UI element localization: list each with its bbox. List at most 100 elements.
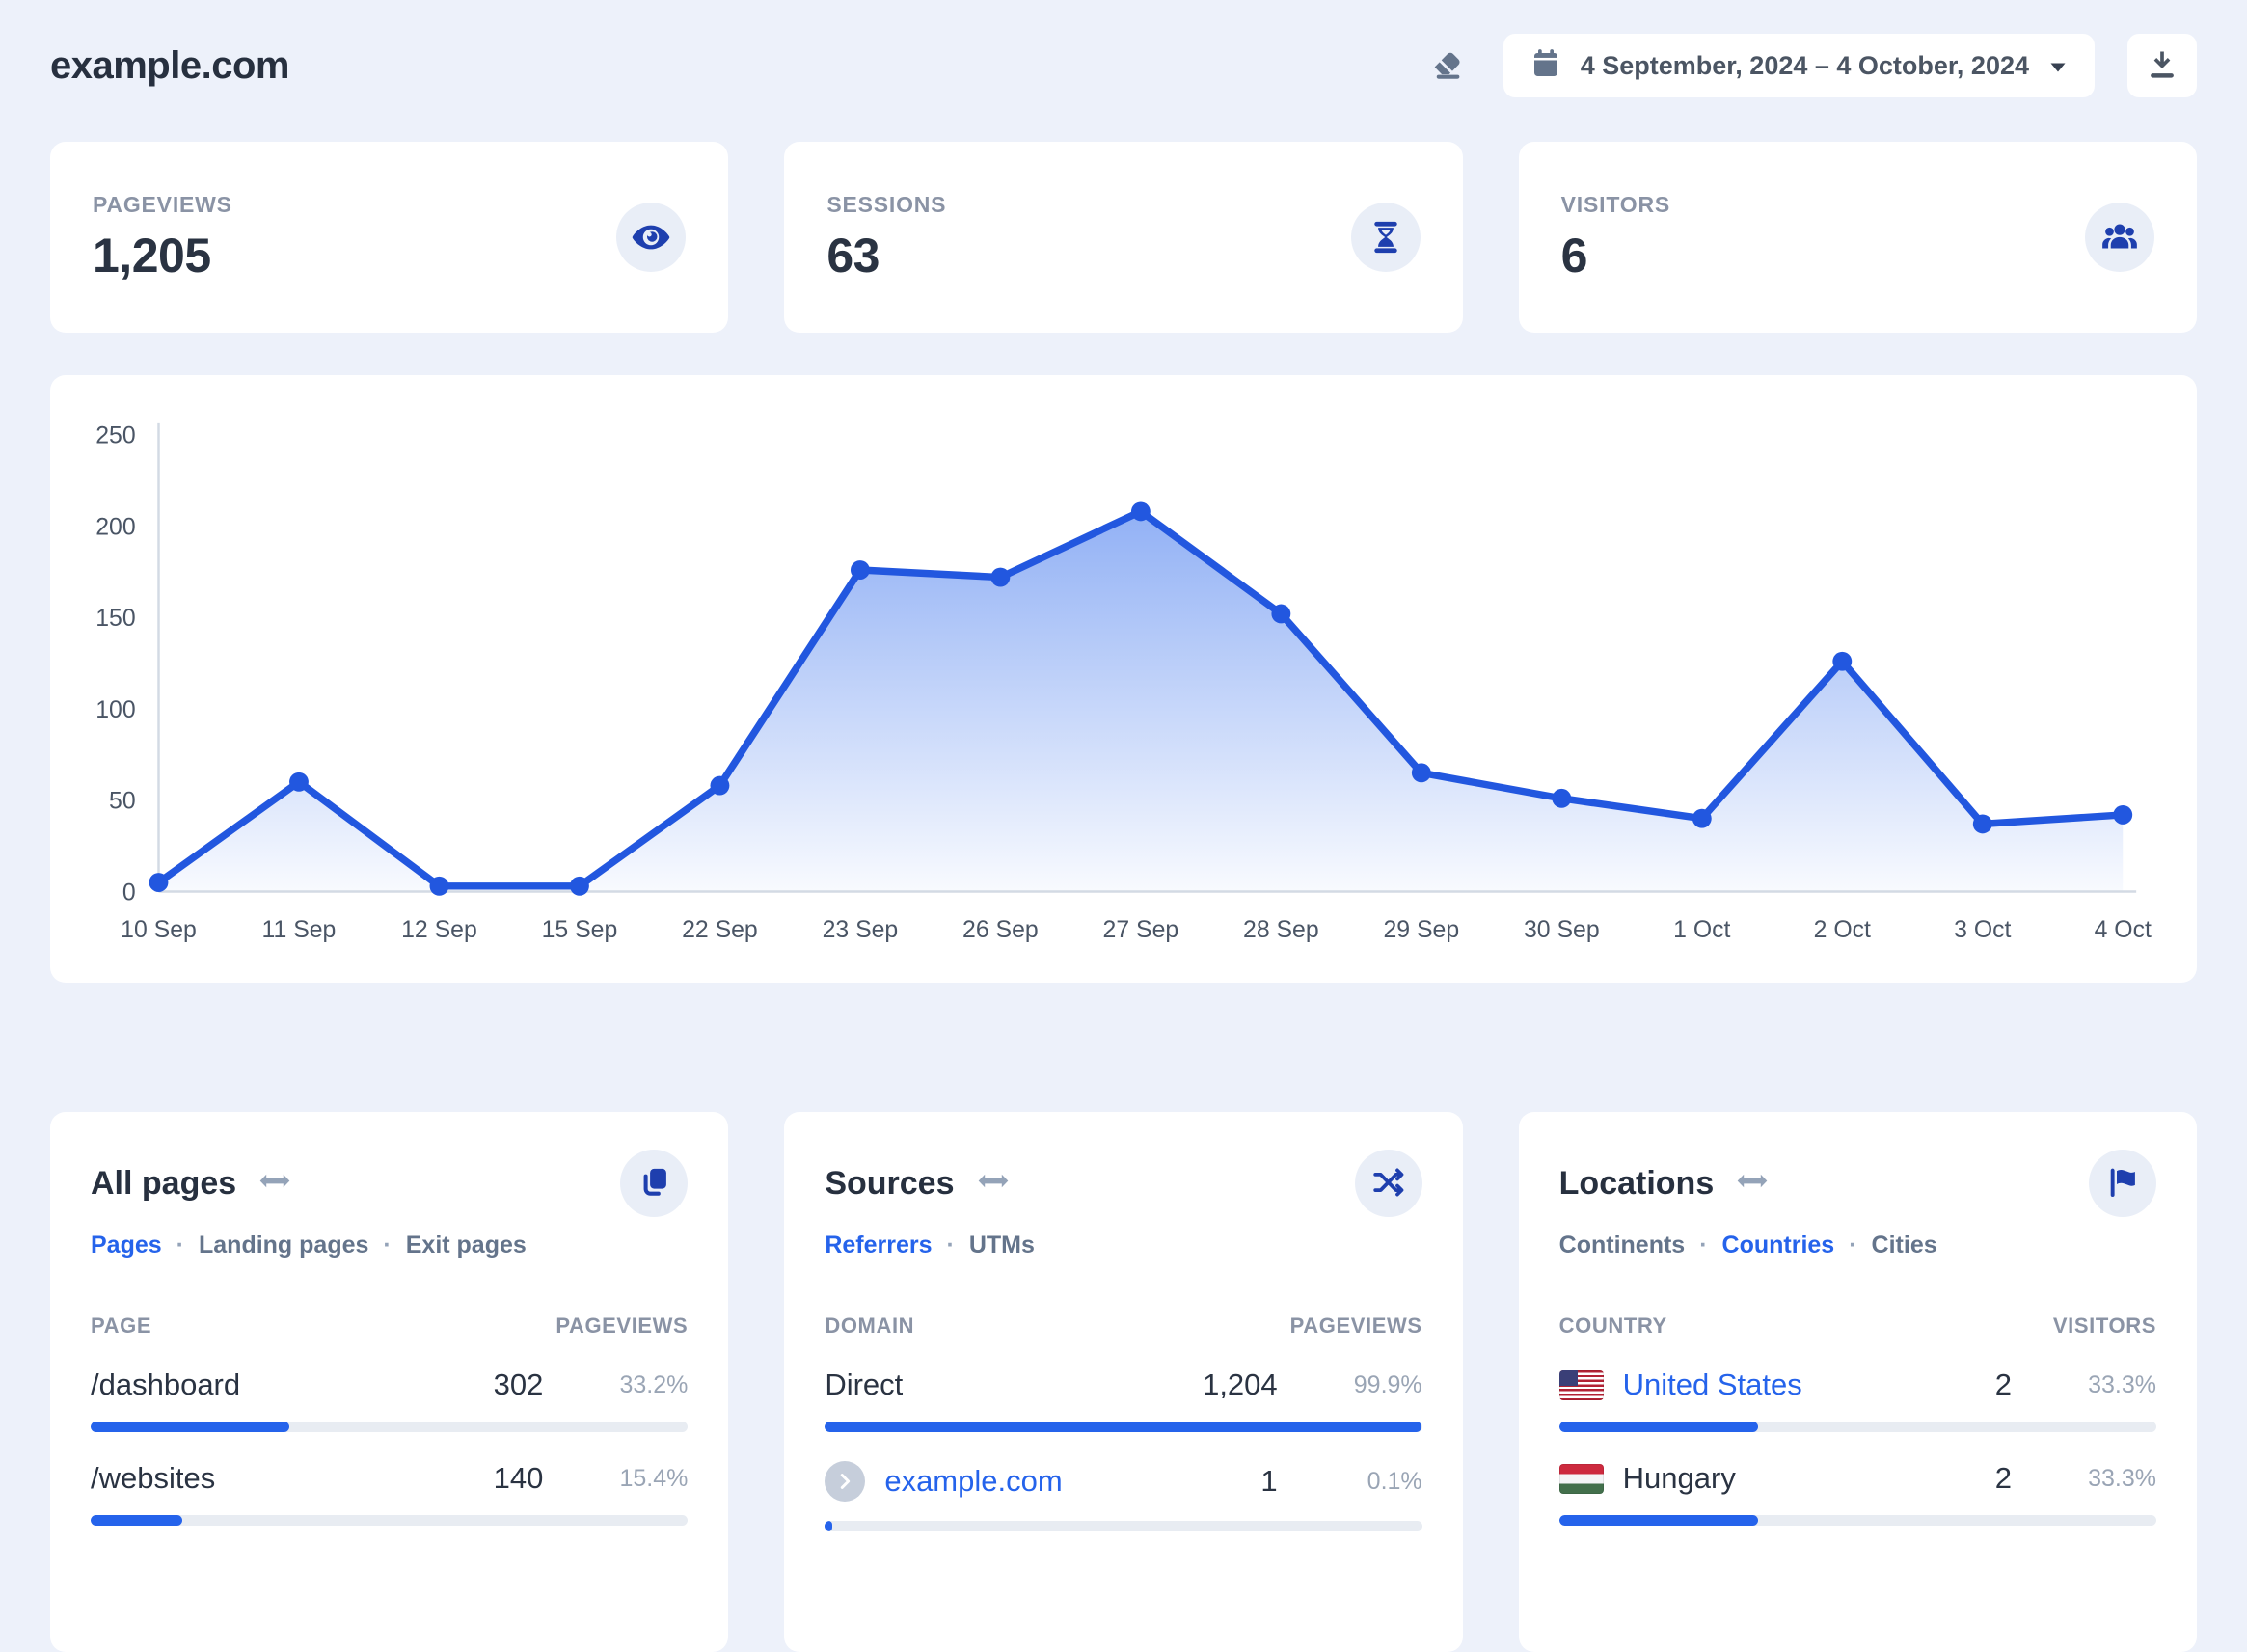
svg-text:50: 50 (109, 789, 136, 815)
svg-text:3 Oct: 3 Oct (1954, 917, 2011, 943)
table-row: United States 2 33.3% (1558, 1368, 2156, 1432)
breakdown-panels: All pages Pages Landi (50, 1112, 2197, 1652)
chevron-down-icon (2048, 51, 2068, 81)
row-line: Direct 1,204 99.9% (825, 1368, 1421, 1402)
flag-icon (2105, 1165, 2140, 1203)
panel-locations: Locations Continents (1518, 1112, 2197, 1652)
stat-label-pageviews: PAGEVIEWS (93, 191, 232, 217)
hourglass-icon (1350, 203, 1421, 272)
progress-bar-fill (91, 1422, 289, 1432)
svg-text:23 Sep: 23 Sep (823, 917, 899, 943)
panel-sources-title-wrap: Sources (825, 1165, 1008, 1203)
svg-text:1 Oct: 1 Oct (1673, 917, 1730, 943)
export-button[interactable] (2127, 34, 2197, 97)
sources-table-header: DOMAIN PAGEVIEWS (825, 1313, 1421, 1339)
progress-bar (91, 1515, 689, 1526)
topbar: example.com (50, 29, 2197, 102)
country-link-united-states[interactable]: United States (1622, 1368, 1802, 1401)
source-example-com: example.com (825, 1461, 1190, 1502)
row-label: /websites (91, 1461, 216, 1495)
row-percent: 33.2% (619, 1370, 689, 1398)
row-value: 1,204 (1203, 1368, 1278, 1401)
tab-referrers[interactable]: Referrers (825, 1232, 933, 1259)
svg-text:11 Sep: 11 Sep (262, 917, 337, 943)
page-link-websites[interactable]: /websites (91, 1461, 456, 1496)
tab-landing-pages[interactable]: Landing pages (199, 1232, 369, 1259)
progress-bar-fill (825, 1422, 1422, 1432)
table-row: Direct 1,204 99.9% (825, 1368, 1422, 1432)
left-right-arrow-icon (1737, 1172, 1768, 1195)
date-range-picker[interactable]: 4 September, 2024 – 4 October, 2024 (1503, 34, 2095, 97)
locations-col-right: VISITORS (2052, 1313, 2156, 1338)
stat-value-visitors: 6 (1560, 228, 1588, 283)
stat-label-visitors: VISITORS (1560, 191, 1670, 217)
calendar-icon (1530, 47, 1561, 85)
pages-table-header: PAGE PAGEVIEWS (91, 1313, 688, 1339)
source-link-example-com[interactable]: example.com (884, 1464, 1063, 1498)
svg-text:10 Sep: 10 Sep (121, 917, 197, 943)
tab-utms[interactable]: UTMs (968, 1232, 1035, 1259)
row-label: Hungary (1622, 1461, 1736, 1495)
svg-text:2 Oct: 2 Oct (1814, 917, 1871, 943)
panel-all-pages-head: All pages (91, 1149, 689, 1218)
panel-locations-title-wrap: Locations (1559, 1165, 1769, 1203)
stat-cards: PAGEVIEWS 1,205 SESSIONS 63 (50, 142, 2197, 333)
row-percent: 15.4% (619, 1464, 689, 1492)
locations-flag-button[interactable] (2088, 1150, 2156, 1217)
row-percent: 33.3% (2088, 1464, 2156, 1492)
table-row: Hungary 2 33.3% (1558, 1461, 2156, 1526)
locations-tabs: Continents Countries Cities (1559, 1232, 2156, 1259)
svg-text:100: 100 (95, 697, 135, 723)
panel-sources-title: Sources (825, 1164, 955, 1202)
clear-filters-button[interactable] (1424, 42, 1471, 89)
tab-continents[interactable]: Continents (1558, 1232, 1686, 1259)
table-row: /dashboard 302 33.2% (91, 1368, 689, 1432)
country-united-states: United States (1558, 1368, 1925, 1402)
row-line: Hungary 2 33.3% (1558, 1461, 2156, 1496)
panel-all-pages: All pages Pages Landi (50, 1112, 729, 1652)
stat-text-visitors: VISITORS 6 (1561, 192, 1670, 284)
svg-text:30 Sep: 30 Sep (1524, 917, 1600, 943)
row-percent: 99.9% (1353, 1370, 1422, 1398)
pages-col-right: PAGEVIEWS (555, 1313, 689, 1338)
tab-cities[interactable]: Cities (1871, 1232, 1937, 1259)
country-hungary: Hungary (1558, 1461, 1925, 1496)
pages-copy-button[interactable] (620, 1150, 689, 1217)
tab-exit-pages[interactable]: Exit pages (405, 1232, 527, 1259)
page-link-dashboard[interactable]: /dashboard (91, 1368, 456, 1402)
row-line: United States 2 33.3% (1558, 1368, 2156, 1402)
row-percent: 33.3% (2088, 1370, 2156, 1398)
stat-value-sessions: 63 (826, 228, 880, 283)
progress-bar (91, 1422, 689, 1432)
svg-text:28 Sep: 28 Sep (1243, 917, 1319, 943)
tab-separator (383, 1232, 391, 1259)
svg-text:12 Sep: 12 Sep (401, 917, 477, 943)
row-value: 1 (1260, 1464, 1278, 1498)
row-value: 2 (1994, 1461, 2012, 1495)
progress-bar-fill (1558, 1422, 1758, 1432)
progress-bar (825, 1521, 1422, 1531)
download-icon (2146, 48, 2179, 84)
pages-col-left: PAGE (91, 1313, 152, 1338)
sources-shuffle-button[interactable] (1354, 1150, 1422, 1217)
panel-all-pages-title: All pages (91, 1164, 237, 1202)
progress-bar-fill (91, 1515, 183, 1526)
site-title: example.com (50, 43, 289, 87)
progress-bar-fill (825, 1521, 832, 1531)
favicon-chevron-icon (825, 1461, 866, 1502)
stat-card-pageviews: PAGEVIEWS 1,205 (50, 142, 729, 333)
traffic-chart[interactable]: 0 50 100 150 200 250 10 Sep 11 Sep 12 Sep 15 Sep 2… (89, 404, 2158, 963)
source-direct: Direct (825, 1368, 1190, 1402)
eraser-icon (1429, 46, 1466, 86)
locations-col-left: COUNTRY (1558, 1313, 1667, 1338)
hungary-flag-icon (1558, 1463, 1604, 1494)
table-row: example.com 1 0.1% (825, 1461, 1422, 1531)
eye-icon (616, 203, 687, 272)
tab-separator (947, 1232, 955, 1259)
traffic-chart-card: 0 50 100 150 200 250 10 Sep 11 Sep 12 Sep 15 Sep 2… (50, 375, 2197, 983)
tab-countries[interactable]: Countries (1721, 1232, 1835, 1259)
progress-bar-fill (1558, 1515, 1758, 1526)
tab-separator (176, 1232, 184, 1259)
tab-pages[interactable]: Pages (91, 1232, 162, 1259)
people-icon (2084, 203, 2154, 272)
